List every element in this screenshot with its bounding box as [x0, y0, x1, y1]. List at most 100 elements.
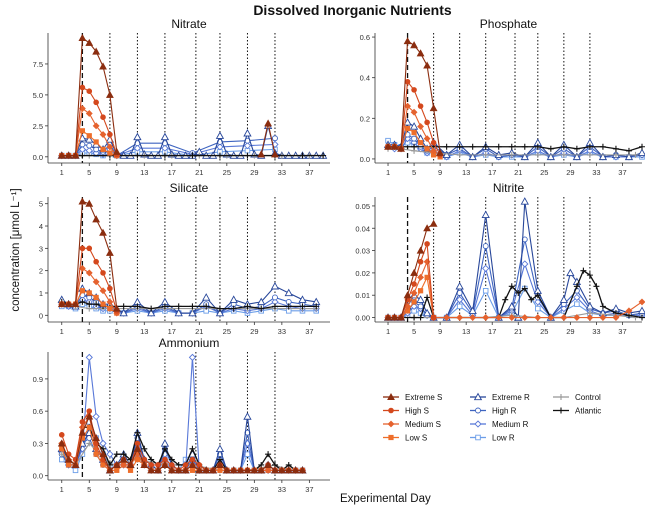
data-point: [482, 151, 489, 158]
data-point: [411, 129, 417, 136]
data-point: [456, 314, 464, 321]
data-point: [188, 308, 197, 317]
data-point: [112, 304, 121, 312]
data-point: [202, 293, 211, 301]
data-point: [546, 152, 555, 161]
data-point: [99, 439, 107, 448]
x-tick-label: 25: [223, 168, 231, 177]
data-point: [85, 412, 94, 420]
data-point: [417, 288, 424, 294]
data-point: [409, 122, 419, 130]
legend-item-extreme-r: Extreme R: [470, 392, 530, 402]
data-point: [188, 353, 197, 362]
data-point: [57, 151, 66, 159]
data-point: [244, 303, 251, 310]
data-point: [547, 314, 555, 321]
data-point: [105, 90, 114, 98]
data-point: [99, 450, 107, 458]
data-point: [257, 466, 266, 474]
x-tick-label: 21: [514, 327, 522, 336]
data-point: [230, 305, 237, 312]
data-point: [216, 143, 224, 151]
data-point: [495, 143, 502, 150]
data-point: [574, 301, 580, 307]
data-point: [436, 148, 445, 156]
data-point: [107, 131, 113, 138]
data-point: [264, 466, 272, 474]
data-point: [416, 49, 425, 57]
data-point: [126, 460, 135, 468]
data-point: [189, 467, 196, 473]
data-point: [424, 119, 430, 126]
legend-label: Extreme S: [405, 393, 442, 402]
data-point: [93, 146, 100, 153]
data-point: [100, 270, 106, 276]
x-tick-label: 1: [386, 168, 390, 177]
data-point: [284, 288, 293, 297]
data-point: [120, 303, 127, 310]
y-tick-label: 2.5: [33, 122, 43, 131]
data-point: [243, 128, 252, 137]
data-point: [422, 308, 432, 317]
panel-title: Phosphate: [480, 17, 538, 31]
panel-title: Nitrate: [171, 17, 207, 31]
data-point: [188, 460, 197, 468]
x-tick-label: 29: [566, 327, 574, 336]
x-tick-label: 17: [488, 327, 496, 336]
legend-label: Low S: [405, 434, 427, 443]
data-point: [410, 108, 418, 116]
data-point: [215, 308, 225, 317]
data-point: [456, 303, 463, 310]
data-point: [216, 152, 223, 159]
panel-title: Ammonium: [159, 336, 220, 350]
data-point: [593, 283, 600, 290]
y-tick-label: 0.0: [33, 472, 43, 481]
legend-marker: [475, 434, 481, 441]
data-point: [508, 283, 515, 290]
data-point: [521, 260, 529, 268]
x-tick-label: 25: [540, 327, 548, 336]
y-tick-label: 5.0: [33, 91, 43, 100]
data-point: [99, 228, 107, 236]
data-point: [258, 305, 265, 312]
data-point: [154, 466, 162, 474]
data-point: [92, 215, 101, 223]
data-point: [612, 151, 619, 158]
x-tick-label: 5: [412, 168, 416, 177]
x-axis-label: Experimental Day: [340, 493, 431, 505]
data-point: [216, 460, 224, 468]
data-point: [133, 444, 142, 452]
legend-marker: [387, 392, 395, 401]
x-tick-label: 37: [618, 168, 626, 177]
x-tick-label: 29: [250, 168, 258, 177]
data-point: [92, 278, 100, 286]
data-point: [638, 298, 645, 306]
data-point: [397, 144, 405, 152]
data-point: [271, 150, 279, 158]
legend-label: High R: [492, 407, 517, 416]
data-point: [99, 131, 107, 138]
data-point: [639, 143, 645, 150]
data-point: [566, 268, 575, 277]
x-tick-label: 29: [566, 168, 574, 177]
data-point: [424, 241, 430, 247]
data-point: [586, 151, 593, 158]
data-point: [161, 460, 169, 468]
data-point: [443, 314, 451, 321]
data-point: [481, 210, 490, 219]
legend-label: Atlantic: [575, 407, 601, 416]
data-point: [403, 37, 412, 45]
data-point: [508, 143, 515, 150]
legend-marker: [558, 394, 564, 400]
data-point: [86, 245, 93, 252]
data-point: [573, 145, 580, 152]
data-point: [79, 152, 86, 159]
data-point: [148, 305, 155, 312]
data-point: [100, 146, 106, 152]
data-point: [429, 219, 438, 227]
data-point: [560, 143, 567, 150]
x-tick-label: 5: [87, 168, 91, 177]
data-point: [599, 303, 606, 310]
legend-marker: [475, 407, 481, 414]
y-tick-label: 5: [39, 200, 43, 209]
